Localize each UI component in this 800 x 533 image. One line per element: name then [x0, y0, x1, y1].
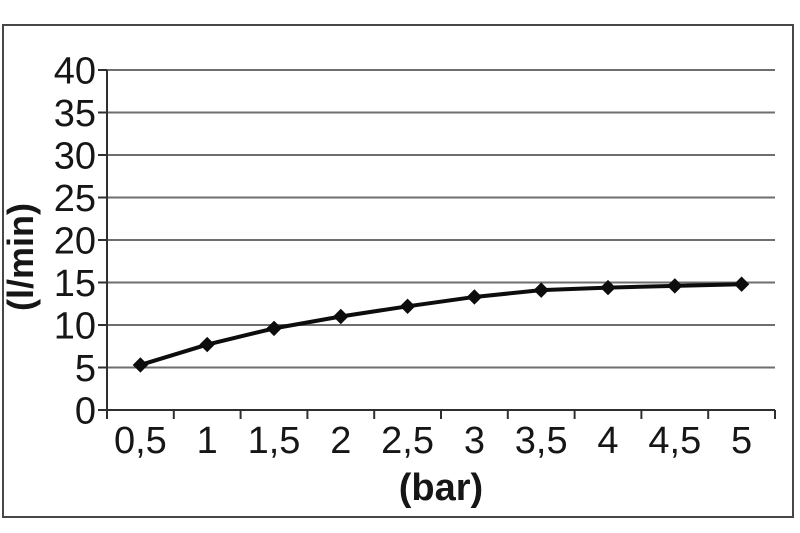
- y-tick-label: 35: [54, 93, 96, 135]
- y-tick-label: 25: [54, 178, 96, 220]
- x-tick-label: 1: [197, 420, 218, 462]
- diamond-marker: [733, 276, 750, 292]
- x-tick-label: 1,5: [248, 420, 301, 462]
- y-tick-label: 30: [54, 136, 96, 178]
- y-tick-label: 5: [75, 348, 96, 390]
- axes: [98, 69, 776, 419]
- diamond-marker: [333, 308, 349, 325]
- y-tick-label: 15: [54, 263, 96, 305]
- diamond-marker: [266, 320, 282, 337]
- x-tick-label: 0,5: [114, 420, 167, 462]
- x-tick-label: 2: [330, 420, 351, 462]
- y-tick-label: 10: [54, 306, 96, 348]
- diamond-marker: [600, 279, 616, 296]
- diamond-marker: [533, 282, 549, 298]
- x-tick-label: 4: [597, 420, 618, 462]
- diamond-marker: [399, 298, 416, 315]
- x-axis-title: (bar): [399, 467, 483, 509]
- y-tick-label: 0: [75, 391, 96, 433]
- data-series: [132, 276, 750, 373]
- x-tick-label: 2,5: [381, 420, 434, 462]
- series-line: [139, 282, 742, 367]
- diamond-marker: [132, 357, 149, 373]
- diamond-marker: [199, 336, 215, 353]
- gridlines: [107, 69, 775, 369]
- diamond-marker: [667, 278, 683, 294]
- y-tick-label: 40: [54, 51, 96, 93]
- y-tick-label: 20: [54, 221, 96, 263]
- x-tick-label: 3,5: [515, 420, 568, 462]
- x-tick-label: 4,5: [648, 420, 701, 462]
- x-tick-label: 3: [464, 420, 485, 462]
- x-tick-label: 5: [731, 420, 752, 462]
- chart-border: [2, 24, 794, 518]
- y-axis-title: (l/min): [0, 203, 41, 311]
- diamond-marker: [466, 289, 483, 305]
